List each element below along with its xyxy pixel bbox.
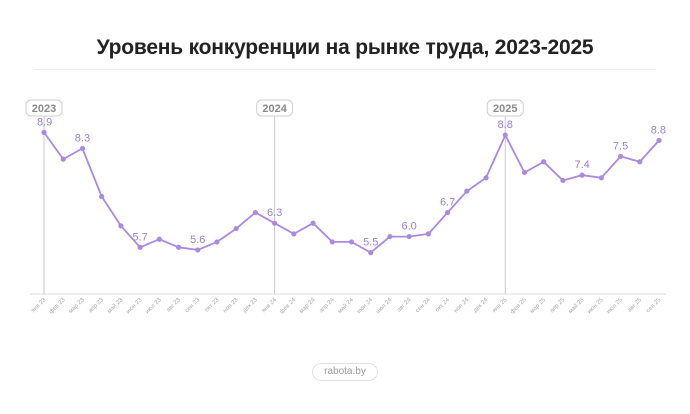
data-point [464,188,470,194]
x-tick-label: дек 24 [473,297,490,314]
data-point [637,159,643,165]
x-tick-label: мар 24 [299,297,317,315]
data-label: 5.7 [132,231,147,243]
year-marker-pill [486,99,524,117]
x-tick-label: июн 24 [356,297,375,316]
data-point [502,132,508,138]
data-label: 7.5 [613,140,628,152]
data-point [483,175,489,181]
x-tick-label: июл 23 [145,297,164,316]
chart-title: Уровень конкуренции на рынке труда, 2023… [96,36,594,59]
x-tick-label: окт 24 [435,297,452,314]
data-point [310,220,316,226]
x-tick-label: апр 24 [319,297,337,315]
data-point [541,159,547,165]
data-point [579,172,585,178]
x-tick-label: фев 25 [510,297,529,316]
year-marker-label: 2025 [493,103,517,115]
data-point [214,239,220,245]
x-tick-label: апр 25 [549,297,567,315]
data-label: 6.0 [402,221,417,233]
data-point [387,233,393,240]
data-point [137,244,143,250]
x-tick-label: янв 25 [492,297,510,315]
data-point [656,137,662,143]
data-point [233,225,239,232]
x-tick-label: июл 24 [375,297,394,316]
data-label: 5.6 [190,234,205,246]
data-label: 8.9 [37,116,52,128]
x-tick-label: дек 23 [242,297,259,314]
data-point [617,153,624,160]
year-marker-pill [25,99,63,117]
x-tick-label: фев 24 [279,297,298,316]
x-tick-label: авг 24 [396,297,413,314]
x-tick-label: июн 23 [125,297,144,316]
data-point [118,223,124,229]
data-point [252,209,259,216]
data-point [368,250,374,256]
data-point [560,177,566,184]
data-point [444,209,451,216]
x-tick-label: авг 23 [166,297,183,314]
x-tick-label: сен 23 [184,297,201,314]
x-tick-label: сен 24 [415,297,432,314]
data-point [598,175,604,181]
title-divider [34,69,656,70]
data-point [272,220,278,226]
data-point [521,169,528,176]
x-tick-label: мар 23 [68,297,86,315]
data-label: 6.3 [267,207,282,219]
source-badge: rabota.by [312,363,378,381]
x-tick-label: окт 23 [204,297,221,314]
x-tick-label: авг 25 [627,297,644,314]
data-point [329,239,335,245]
data-point [195,247,201,253]
x-tick-label: янв 24 [261,297,279,315]
x-tick-label: ноя 24 [453,297,471,315]
x-tick-label: янв 23 [30,297,48,315]
year-marker-pill [256,99,294,117]
x-tick-label: май 23 [106,296,125,315]
year-marker-label: 2024 [262,103,287,115]
year-marker-label: 2023 [32,103,56,115]
x-tick-label: сен 25 [645,297,662,314]
x-tick-label: июл 25 [606,297,625,316]
data-point [425,231,431,237]
x-tick-label: апр 23 [88,297,106,315]
data-label: 8.3 [75,132,90,144]
x-tick-label: май 25 [567,296,586,315]
data-point [175,244,182,250]
data-label: 7.4 [574,159,589,171]
data-point [348,239,355,245]
data-label: 5.5 [363,237,378,249]
data-point [41,129,47,135]
data-point [406,233,412,240]
x-tick-label: фев 23 [48,297,67,316]
data-label: 6.7 [440,197,455,209]
data-point [79,145,86,152]
data-label: 8.8 [498,119,513,131]
x-tick-label: июн 25 [587,297,606,316]
data-point [99,193,105,200]
data-point [60,156,66,162]
data-point [291,231,297,237]
x-tick-label: ноя 23 [222,297,240,315]
x-tick-label: май 24 [336,296,355,315]
data-label: 8.8 [651,124,666,136]
data-point [156,236,162,242]
x-tick-label: мар 25 [529,297,547,315]
